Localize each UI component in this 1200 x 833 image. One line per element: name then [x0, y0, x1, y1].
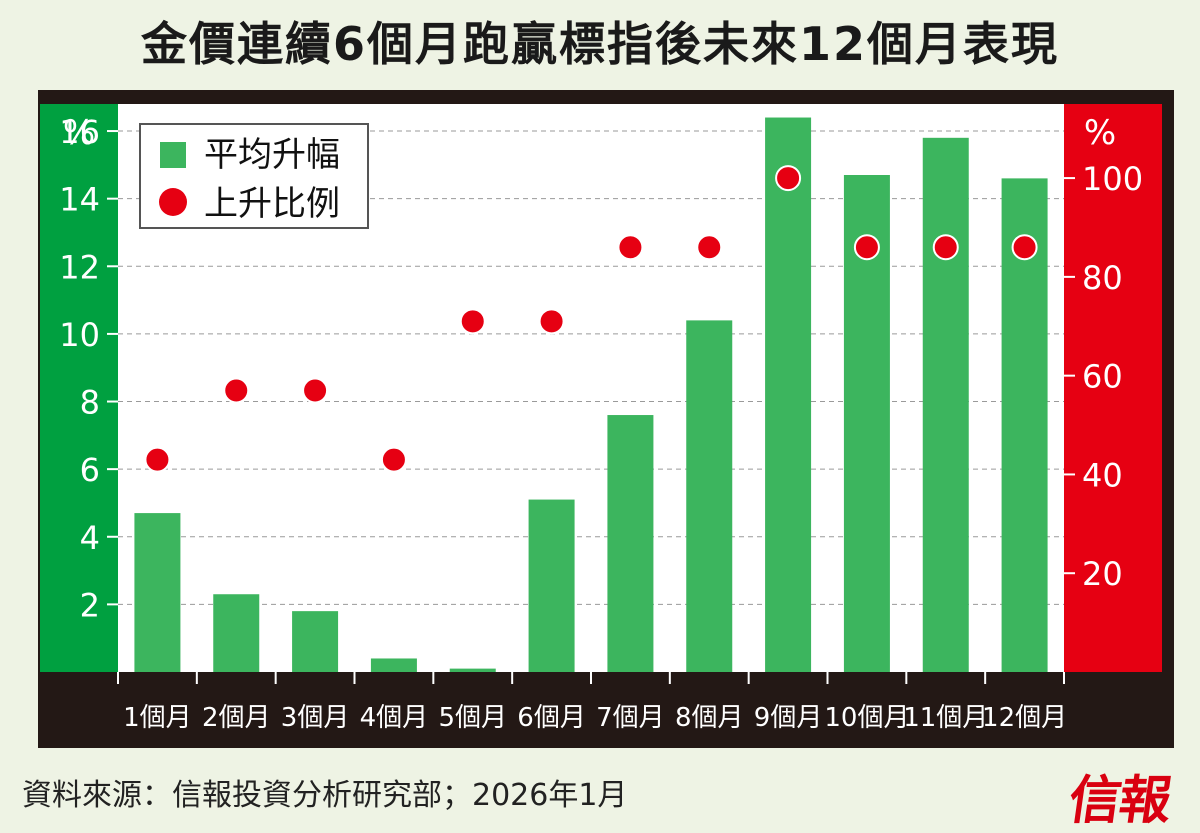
x-tick-label: 9個月: [754, 703, 823, 733]
bars: [134, 117, 1048, 673]
right-tick-label: 40: [1082, 456, 1123, 494]
x-tick-label: 8個月: [675, 703, 744, 733]
legend-dot-swatch: [159, 188, 187, 216]
dot: [380, 446, 407, 473]
dot: [853, 234, 880, 261]
left-tick-label: 4: [80, 519, 100, 557]
legend-bar-label: 平均升幅: [204, 135, 340, 175]
bar: [370, 658, 417, 672]
dot: [223, 377, 250, 404]
x-tick-label: 3個月: [281, 703, 350, 733]
bar: [607, 415, 654, 672]
x-tick-label: 12個月: [982, 703, 1067, 733]
x-tick-label: 4個月: [360, 703, 429, 733]
left-tick-label: 12: [59, 248, 100, 286]
right-tick-label: 20: [1082, 555, 1123, 593]
x-tick-label: 7個月: [596, 703, 665, 733]
x-tick-label: 6個月: [517, 703, 586, 733]
gridlines: [118, 130, 1064, 605]
legend-bar-swatch: [160, 142, 186, 168]
bar: [213, 594, 260, 672]
left-tick-label: 8: [80, 384, 100, 422]
x-tick-label: 10個月: [824, 703, 909, 733]
bar: [292, 611, 339, 672]
bar: [449, 668, 496, 672]
left-tick-label: 6: [80, 451, 100, 489]
x-tick-label: 11個月: [903, 703, 988, 733]
x-tick-label: 2個月: [202, 703, 271, 733]
dot: [459, 308, 486, 335]
dot: [302, 377, 329, 404]
bar: [765, 117, 812, 673]
dots: [144, 165, 1038, 473]
dot: [696, 234, 723, 261]
right-axis-unit: %: [1084, 113, 1116, 153]
bar: [1001, 178, 1048, 672]
dot: [932, 234, 959, 261]
left-tick-label: 10: [59, 316, 100, 354]
right-axis: % 20 40 60 80 100: [1064, 113, 1143, 593]
x-tick-label: 1個月: [123, 703, 192, 733]
right-tick-label: 60: [1082, 358, 1123, 396]
left-axis: % 2 4 6 8 10 12 14 16: [59, 113, 118, 624]
left-tick-label: 14: [59, 181, 100, 219]
left-axis-band: [40, 104, 118, 672]
x-tick-label: 5個月: [438, 703, 507, 733]
bar: [922, 137, 969, 673]
dot: [144, 446, 171, 473]
dot: [775, 165, 802, 192]
brand-logo: 信報: [1065, 770, 1174, 831]
bar: [134, 513, 181, 672]
chart-title: 金價連續6個月跑贏標指後未來12個月表現: [140, 17, 1060, 71]
right-axis-band: [1064, 104, 1162, 672]
dot: [1011, 234, 1038, 261]
legend-dot-label: 上升比例: [204, 184, 340, 224]
bar: [686, 320, 733, 672]
right-tick-label: 100: [1082, 160, 1143, 198]
left-tick-label: 2: [80, 586, 100, 624]
legend: 平均升幅 上升比例: [139, 123, 369, 229]
right-tick-label: 80: [1082, 259, 1123, 297]
bar: [528, 499, 575, 672]
source-note: 資料來源：信報投資分析研究部；2026年1月: [22, 778, 628, 813]
left-axis-unit: %: [63, 113, 95, 153]
dot: [538, 308, 565, 335]
left-tick-label: 16: [59, 113, 100, 151]
dot: [617, 234, 644, 261]
